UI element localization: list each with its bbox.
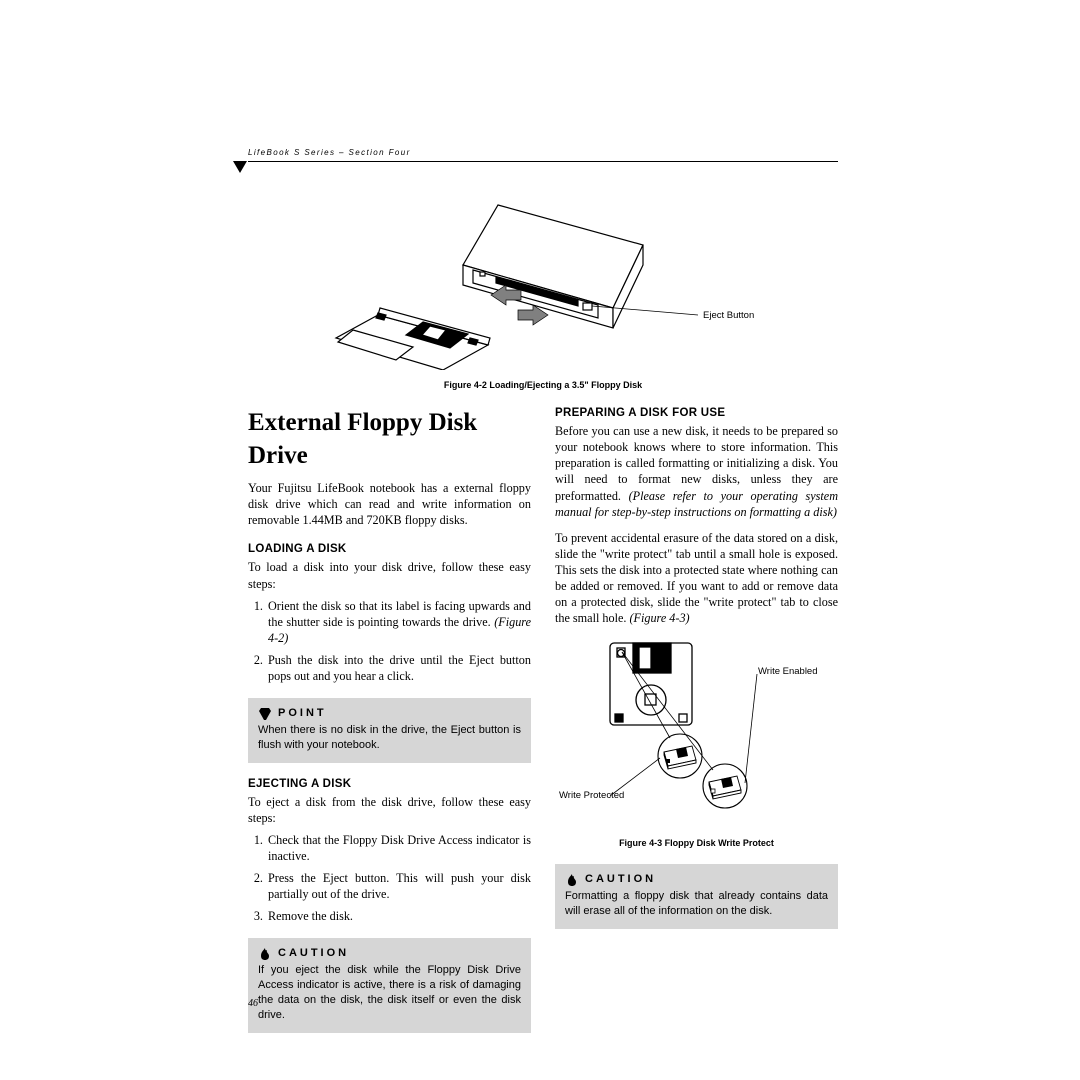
caution2-title: CAUTION bbox=[585, 872, 656, 887]
left-column: External Floppy Disk Drive Your Fujitsu … bbox=[248, 406, 531, 1033]
caution-callout-2: CAUTION Formatting a floppy disk that al… bbox=[555, 864, 838, 929]
manual-page: LifeBook S Series – Section Four bbox=[248, 148, 838, 1033]
page-number: 46 bbox=[248, 998, 258, 1009]
point-title: POINT bbox=[278, 706, 327, 721]
flame-icon bbox=[565, 873, 579, 887]
preparing-para-1: Before you can use a new disk, it needs … bbox=[555, 423, 838, 520]
floppy-drive-illustration bbox=[248, 170, 838, 370]
loading-lead: To load a disk into your disk drive, fol… bbox=[248, 559, 531, 591]
heading-preparing: PREPARING A DISK FOR USE bbox=[555, 406, 838, 421]
heading-loading: LOADING A DISK bbox=[248, 542, 531, 557]
caution2-text: Formatting a floppy disk that already co… bbox=[565, 889, 828, 919]
point-icon bbox=[258, 707, 272, 721]
running-header: LifeBook S Series – Section Four bbox=[248, 148, 838, 162]
ejecting-step-2: Press the Eject button. This will push y… bbox=[266, 870, 531, 902]
figure-4-3-caption: Figure 4-3 Floppy Disk Write Protect bbox=[555, 838, 838, 850]
loading-step-1: Orient the disk so that its label is fac… bbox=[266, 598, 531, 646]
preparing-para-2: To prevent accidental erasure of the dat… bbox=[555, 530, 838, 627]
figure-4-3: Write Enabled Write Protected bbox=[555, 638, 838, 838]
label-write-protected: Write Protected bbox=[559, 790, 624, 803]
flame-icon bbox=[258, 947, 272, 961]
right-column: PREPARING A DISK FOR USE Before you can … bbox=[555, 406, 838, 1033]
point-text: When there is no disk in the drive, the … bbox=[258, 723, 521, 753]
label-write-enabled: Write Enabled bbox=[758, 666, 818, 679]
tab-marker-icon bbox=[233, 161, 247, 173]
figure-4-2-caption: Figure 4-2 Loading/Ejecting a 3.5" Flopp… bbox=[248, 380, 838, 390]
ejecting-lead: To eject a disk from the disk drive, fol… bbox=[248, 794, 531, 826]
caution1-text: If you eject the disk while the Floppy D… bbox=[258, 963, 521, 1022]
heading-ejecting: EJECTING A DISK bbox=[248, 777, 531, 792]
ejecting-steps: Check that the Floppy Disk Drive Access … bbox=[266, 832, 531, 924]
ejecting-step-3: Remove the disk. bbox=[266, 908, 531, 924]
caution-callout-1: CAUTION If you eject the disk while the … bbox=[248, 938, 531, 1032]
two-column-body: External Floppy Disk Drive Your Fujitsu … bbox=[248, 406, 838, 1033]
point-callout: POINT When there is no disk in the drive… bbox=[248, 698, 531, 763]
loading-step-2: Push the disk into the drive until the E… bbox=[266, 652, 531, 684]
loading-steps: Orient the disk so that its label is fac… bbox=[266, 598, 531, 684]
figure-label-eject: Eject Button bbox=[703, 310, 754, 321]
figure-4-2: Eject Button bbox=[248, 170, 838, 380]
ejecting-step-1: Check that the Floppy Disk Drive Access … bbox=[266, 832, 531, 864]
page-title: External Floppy Disk Drive bbox=[248, 406, 531, 472]
caution1-title: CAUTION bbox=[278, 946, 349, 961]
intro-paragraph: Your Fujitsu LifeBook notebook has a ext… bbox=[248, 480, 531, 528]
